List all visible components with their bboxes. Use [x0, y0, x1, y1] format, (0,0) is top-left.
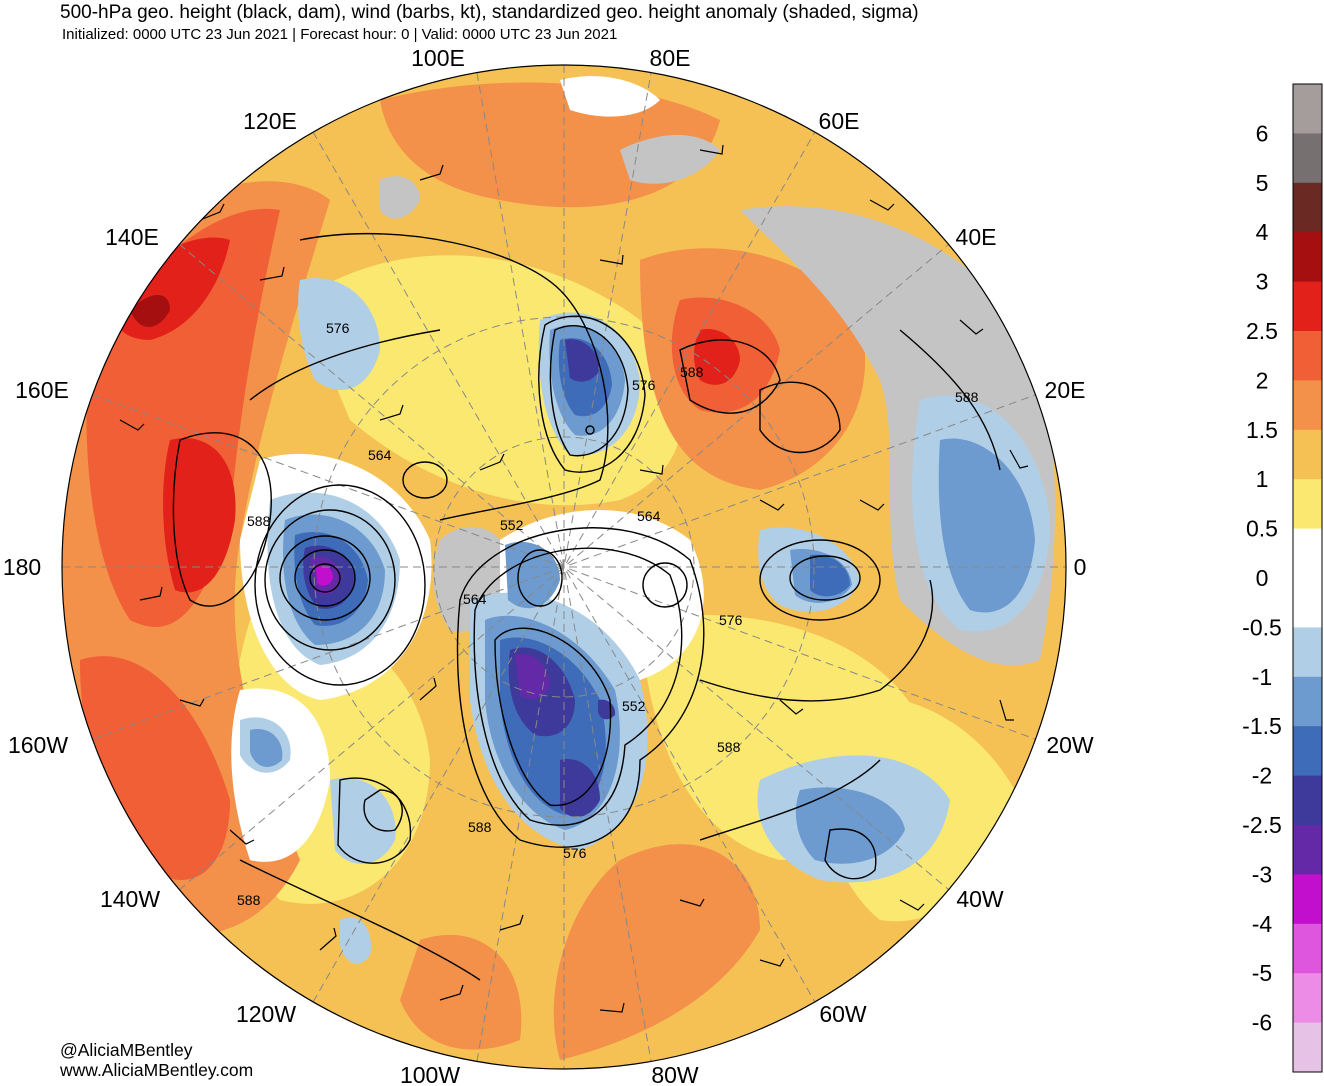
- contour-label: 564: [463, 591, 487, 607]
- colorbar-label: -3: [1252, 861, 1272, 887]
- lon-label-160e: 160E: [15, 377, 69, 403]
- colorbar-label: -4: [1252, 911, 1273, 937]
- colorbar-swatch: [1293, 825, 1322, 875]
- colorbar-label: 6: [1256, 120, 1269, 146]
- colorbar-label: -1: [1252, 664, 1272, 690]
- colorbar-swatch: [1293, 281, 1322, 332]
- contour-label: 576: [632, 377, 656, 393]
- colorbar-swatch: [1293, 578, 1322, 628]
- lon-label-100w: 100W: [400, 1062, 460, 1086]
- lon-label-120e: 120E: [243, 108, 297, 134]
- colorbar-swatch: [1293, 182, 1322, 233]
- lon-label-40w: 40W: [956, 886, 1004, 912]
- contour-labels: 576 588 576 588 564 588 552 564 564 576 …: [237, 320, 979, 908]
- colorbar: 6 5 4 3 2.5 2 1.5 1 0.5 0 -0.5 -1 -1.5 -2 -2.5 -3 -4 -5 -6: [1242, 83, 1323, 1073]
- graticule: [62, 65, 1066, 1069]
- colorbar-swatch: [1293, 923, 1322, 974]
- lon-label-0: 0: [1074, 554, 1087, 580]
- credit-website: www.AliciaMBentley.com: [60, 1060, 254, 1080]
- colorbar-swatch: [1293, 133, 1322, 184]
- colorbar-swatch: [1293, 726, 1322, 777]
- chart-subtitle: Initialized: 0000 UTC 23 Jun 2021 | Fore…: [62, 26, 618, 43]
- height-contours: [172, 232, 1001, 981]
- contour-label: 552: [622, 698, 646, 714]
- colorbar-label: 1.5: [1246, 417, 1278, 443]
- colorbar-label: 1: [1256, 466, 1269, 492]
- lon-label-120w: 120W: [236, 1001, 296, 1027]
- colorbar-labels: 6 5 4 3 2.5 2 1.5 1 0.5 0 -0.5 -1 -1.5 -2 -2.5 -3 -4 -5 -6: [1242, 120, 1282, 1035]
- colorbar-swatch: [1293, 232, 1322, 283]
- lon-label-60e: 60E: [819, 108, 860, 134]
- colorbar-swatch: [1293, 676, 1322, 727]
- lon-label-180: 180: [3, 554, 41, 580]
- colorbar-swatch: [1293, 973, 1322, 1024]
- colorbar-swatch: [1293, 528, 1322, 579]
- lon-label-20w: 20W: [1046, 732, 1094, 758]
- lon-label-140w: 140W: [100, 886, 160, 912]
- lon-label-140e: 140E: [105, 224, 159, 250]
- colorbar-swatch: [1293, 874, 1322, 925]
- colorbar-swatch: [1293, 1022, 1322, 1073]
- lon-label-100e: 100E: [411, 45, 465, 71]
- colorbar-label: -2.5: [1242, 812, 1282, 838]
- colorbar-swatch: [1293, 479, 1322, 530]
- contour-label: 588: [468, 819, 492, 835]
- lon-label-80w: 80W: [651, 1062, 699, 1086]
- colorbar-label: 2.5: [1246, 318, 1278, 344]
- colorbar-swatch: [1293, 775, 1322, 826]
- colorbar-swatch: [1293, 84, 1322, 134]
- lon-label-60w: 60W: [819, 1001, 867, 1027]
- contour-label: 576: [563, 845, 587, 861]
- colorbar-swatch: [1293, 429, 1322, 480]
- chart-title: 500-hPa geo. height (black, dam), wind (…: [60, 2, 919, 23]
- map-boundary: [61, 64, 1067, 1070]
- colorbar-label: 0: [1256, 565, 1269, 591]
- contour-label: 588: [247, 513, 271, 529]
- colorbar-swatch: [1293, 627, 1322, 678]
- contour-label: 552: [500, 517, 524, 533]
- contour-label: 564: [368, 447, 392, 463]
- colorbar-label: 5: [1256, 170, 1269, 196]
- colorbar-label: 3: [1256, 269, 1269, 295]
- contour-label: 588: [237, 892, 261, 908]
- colorbar-label: -2: [1252, 763, 1272, 789]
- contour-label: 576: [719, 612, 743, 628]
- colorbar-label: 4: [1256, 219, 1269, 245]
- contour-label: 588: [955, 389, 979, 405]
- colorbar-label: -0.5: [1242, 614, 1282, 640]
- colorbar-frame: [1292, 83, 1323, 1073]
- colorbar-label: -6: [1252, 1010, 1272, 1036]
- lon-label-160w: 160W: [8, 732, 68, 758]
- contour-label: 588: [680, 364, 704, 380]
- colorbar-swatch: [1293, 380, 1322, 431]
- longitude-labels: 100E 80E 120E 60E 140E 40E 160E 20E 180 …: [3, 45, 1094, 1086]
- contour-label: 576: [326, 320, 350, 336]
- colorbar-swatches: [1293, 84, 1322, 1073]
- colorbar-label: 2: [1256, 367, 1269, 393]
- colorbar-label: 0.5: [1246, 516, 1278, 542]
- lon-label-80e: 80E: [650, 45, 691, 71]
- wind-barbs: [119, 144, 1029, 1013]
- colorbar-label: -5: [1252, 960, 1272, 986]
- credit-twitter: @AliciaMBentley: [60, 1040, 193, 1060]
- colorbar-swatch: [1293, 331, 1322, 381]
- colorbar-label: -1.5: [1242, 713, 1282, 739]
- contour-label: 588: [717, 739, 741, 755]
- lon-label-40e: 40E: [956, 224, 997, 250]
- contour-label: 564: [637, 508, 661, 524]
- lon-label-20e: 20E: [1045, 377, 1086, 403]
